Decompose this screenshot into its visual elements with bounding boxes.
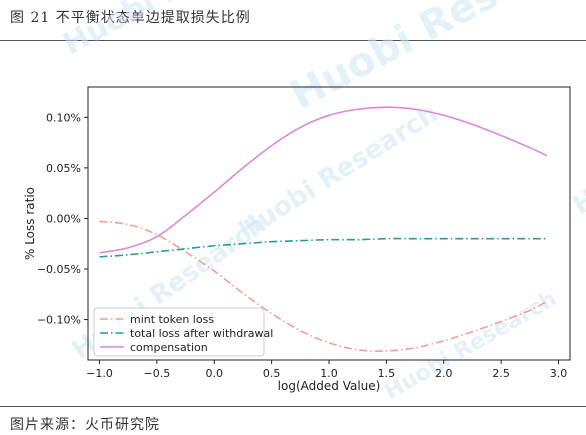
watermark-text: Huobi Research — [283, 0, 586, 119]
y-tick-label: 0.05% — [46, 162, 81, 175]
x-tick-label: 3.0 — [550, 367, 568, 380]
legend-label: compensation — [130, 341, 208, 354]
y-tick-label: 0.00% — [46, 212, 81, 225]
x-tick-label: 0.5 — [263, 367, 281, 380]
legend-label: total loss after withdrawal — [130, 327, 273, 340]
watermark-text: Huobi Research — [381, 286, 562, 405]
y-tick-label: −0.05% — [37, 263, 81, 276]
x-axis-label: log(Added Value) — [278, 379, 381, 393]
bottom-rule — [0, 406, 586, 407]
x-tick-label: 1.0 — [320, 367, 338, 380]
x-tick-label: 0.0 — [205, 367, 223, 380]
figure-caption: 图 21 不平衡状态单边提取损失比例 — [10, 10, 251, 26]
series-line-3 — [99, 106, 548, 254]
ticks-layer: −1.0 −0.5 0.0 0.5 1.0 1.5 2.0 2.5 3.0 −0.10% −0.05… — [37, 111, 567, 380]
x-tick-label: 1.5 — [378, 367, 396, 380]
y-tick-label: 0.10% — [46, 111, 81, 124]
source-note: 图片来源：火币研究院 — [10, 417, 160, 433]
y-tick-label: −0.10% — [37, 314, 81, 327]
x-tick-label: 2.0 — [435, 367, 453, 380]
watermark-text: Huobi Research — [568, 74, 586, 221]
legend-label: mint token loss — [130, 313, 214, 326]
series-layer — [99, 106, 548, 352]
legend-box — [93, 307, 265, 357]
x-tick-label: 2.5 — [492, 367, 510, 380]
x-tick-label: −1.0 — [86, 367, 113, 380]
y-axis-label: % Loss ratio — [23, 187, 37, 260]
watermark-text: Huobi Research — [57, 0, 308, 62]
series-line-2 — [99, 237, 548, 258]
x-tick-label: −0.5 — [143, 367, 170, 380]
series-line-1 — [99, 220, 548, 352]
top-rule — [0, 40, 586, 41]
